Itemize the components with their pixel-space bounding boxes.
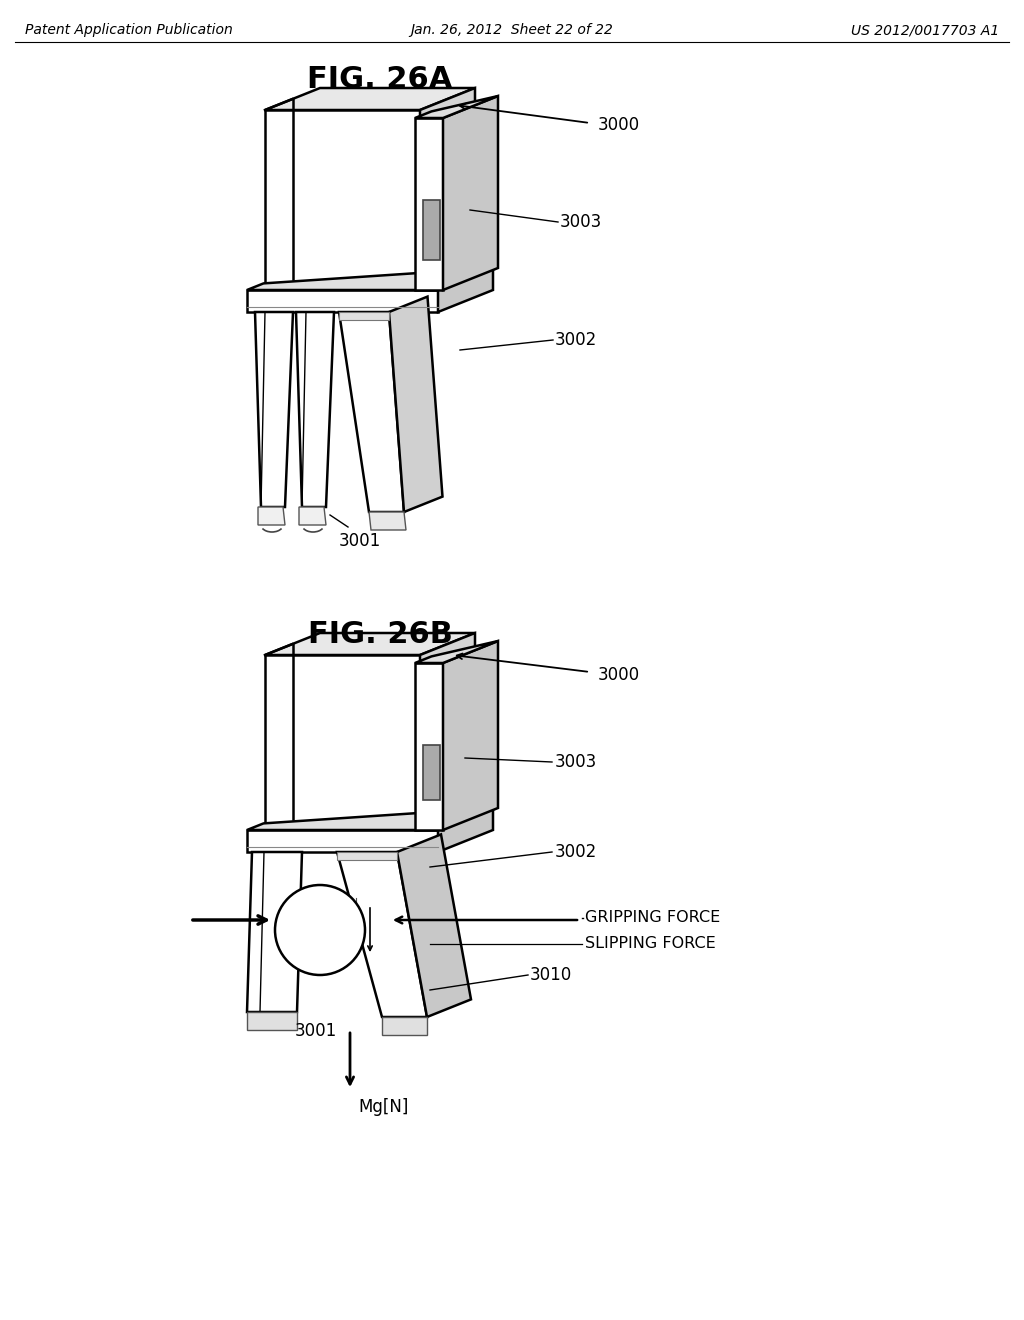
Polygon shape	[265, 655, 420, 830]
Polygon shape	[247, 808, 493, 830]
Polygon shape	[420, 88, 475, 290]
Text: 3002: 3002	[555, 843, 597, 861]
Text: FIG. 26B: FIG. 26B	[307, 620, 453, 649]
Polygon shape	[415, 117, 443, 290]
Polygon shape	[339, 312, 404, 512]
Polygon shape	[438, 808, 493, 851]
Text: 3010: 3010	[530, 966, 572, 983]
Polygon shape	[337, 851, 427, 1016]
Text: 3000: 3000	[598, 116, 640, 135]
Polygon shape	[337, 851, 397, 861]
Polygon shape	[247, 1012, 297, 1030]
Polygon shape	[420, 634, 475, 830]
Polygon shape	[443, 96, 498, 290]
Polygon shape	[423, 201, 440, 260]
Polygon shape	[339, 312, 389, 319]
Polygon shape	[247, 830, 438, 851]
Polygon shape	[265, 634, 475, 655]
Polygon shape	[265, 110, 420, 290]
Text: 3003: 3003	[555, 752, 597, 771]
Text: 3000: 3000	[598, 667, 640, 684]
Polygon shape	[247, 268, 493, 290]
Polygon shape	[258, 507, 285, 525]
Text: Jan. 26, 2012  Sheet 22 of 22: Jan. 26, 2012 Sheet 22 of 22	[411, 22, 613, 37]
Polygon shape	[415, 96, 498, 117]
Circle shape	[275, 884, 365, 975]
Polygon shape	[415, 642, 498, 663]
Polygon shape	[423, 744, 440, 800]
Polygon shape	[247, 290, 438, 312]
Text: US 2012/0017703 A1: US 2012/0017703 A1	[851, 22, 999, 37]
Text: 3002: 3002	[555, 331, 597, 348]
Text: 3003: 3003	[560, 213, 602, 231]
Polygon shape	[296, 312, 334, 507]
Text: Patent Application Publication: Patent Application Publication	[25, 22, 232, 37]
Polygon shape	[438, 268, 493, 312]
Polygon shape	[389, 297, 442, 512]
Text: GRIPPING FORCE: GRIPPING FORCE	[585, 911, 720, 925]
Polygon shape	[443, 642, 498, 830]
Polygon shape	[415, 663, 443, 830]
Text: 3001: 3001	[295, 1022, 337, 1040]
Text: FIG. 26A: FIG. 26A	[307, 65, 453, 94]
Polygon shape	[369, 512, 406, 531]
Polygon shape	[299, 507, 326, 525]
Polygon shape	[255, 312, 293, 507]
Polygon shape	[397, 834, 471, 1016]
Text: SLIPPING FORCE: SLIPPING FORCE	[585, 936, 716, 952]
Polygon shape	[382, 1016, 427, 1035]
Polygon shape	[247, 851, 302, 1012]
Text: 3001: 3001	[339, 532, 381, 550]
Polygon shape	[265, 88, 475, 110]
Text: Mg[N]: Mg[N]	[358, 1098, 409, 1115]
